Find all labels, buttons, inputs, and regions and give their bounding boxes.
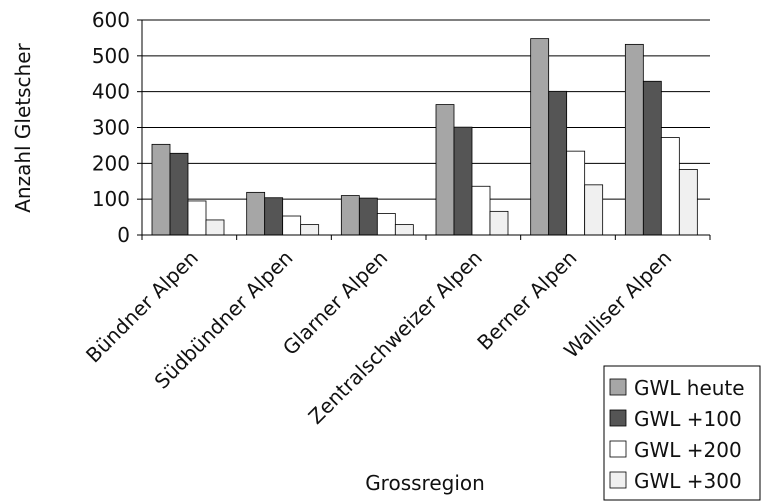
bar bbox=[453, 126, 473, 236]
legend-swatch bbox=[609, 378, 627, 396]
legend-label: GWL +300 bbox=[634, 469, 742, 493]
y-tick-label: 500 bbox=[92, 44, 130, 68]
x-axis-title: Grossregion bbox=[365, 471, 485, 495]
legend-label: GWL heute bbox=[634, 376, 745, 400]
bar bbox=[358, 197, 378, 236]
y-axis-title: Anzahl Gletscher bbox=[11, 42, 35, 212]
axis-layer bbox=[137, 19, 711, 240]
legend-swatch bbox=[609, 409, 627, 427]
bar bbox=[624, 43, 644, 236]
bar bbox=[300, 224, 320, 236]
legend-swatch bbox=[609, 440, 627, 458]
bar bbox=[187, 200, 207, 236]
y-tick-label: 0 bbox=[117, 223, 130, 247]
bar bbox=[282, 215, 302, 236]
bar bbox=[489, 210, 509, 236]
bar bbox=[394, 224, 414, 236]
y-tick-label: 300 bbox=[92, 116, 130, 140]
bar bbox=[246, 191, 266, 236]
bar bbox=[471, 185, 491, 236]
legend-label: GWL +200 bbox=[634, 438, 742, 462]
bar bbox=[548, 90, 568, 236]
bar bbox=[169, 152, 189, 236]
legend-swatch bbox=[609, 471, 627, 489]
bar bbox=[584, 184, 604, 236]
y-tick-label: 400 bbox=[92, 80, 130, 104]
bars-layer bbox=[151, 38, 698, 236]
x-tick-label: Zentralschweizer Alpen bbox=[304, 246, 487, 429]
y-tick-label: 100 bbox=[92, 187, 130, 211]
bar bbox=[642, 80, 662, 236]
bar bbox=[660, 137, 680, 236]
bar bbox=[530, 38, 550, 236]
bar bbox=[566, 150, 586, 236]
bar bbox=[376, 213, 396, 236]
bar bbox=[340, 195, 360, 236]
legend: GWL heute GWL +100 GWL +200 GWL +300 bbox=[603, 365, 761, 501]
bar bbox=[678, 169, 698, 236]
y-tick-label: 600 bbox=[92, 8, 130, 32]
legend-label: GWL +100 bbox=[634, 407, 742, 431]
grid-layer bbox=[142, 19, 710, 236]
bar bbox=[151, 143, 171, 236]
bar bbox=[264, 197, 284, 236]
bar bbox=[435, 104, 455, 236]
bar bbox=[205, 219, 225, 236]
legend-box bbox=[603, 365, 761, 501]
y-tick-label: 200 bbox=[92, 151, 130, 175]
